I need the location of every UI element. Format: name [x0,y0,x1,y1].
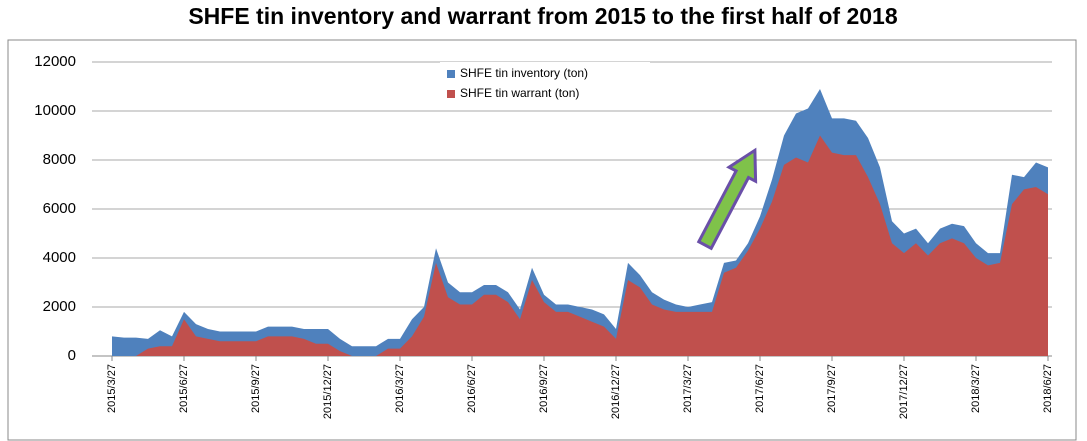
x-tick-label: 2017/6/27 [754,364,766,413]
x-tick-label: 2016/3/27 [394,364,406,413]
legend-swatch [447,90,455,98]
y-tick-label: 12000 [34,53,76,70]
y-tick-label: 0 [68,347,76,364]
legend-label: SHFE tin warrant (ton) [460,86,579,100]
y-tick-label: 4000 [43,249,76,266]
y-tick-label: 8000 [43,151,76,168]
area-series [112,135,1048,356]
x-tick-label: 2017/9/27 [826,364,838,413]
x-tick-label: 2018/6/27 [1042,364,1054,413]
x-tick-label: 2016/9/27 [538,364,550,413]
x-tick-label: 2016/12/27 [610,364,622,419]
x-tick-label: 2017/12/27 [898,364,910,419]
legend-box [440,62,650,110]
legend-label: SHFE tin inventory (ton) [460,66,588,80]
y-tick-label: 2000 [43,298,76,315]
x-tick-label: 2018/3/27 [970,364,982,413]
x-tick-label: 2015/9/27 [250,364,262,413]
legend-swatch [447,70,455,78]
x-tick-label: 2017/3/27 [682,364,694,413]
chart-frame [7,39,1077,441]
x-tick-label: 2015/6/27 [178,364,190,413]
y-tick-label: 6000 [43,200,76,217]
plot-area: 0 2000 4000 6000 8000 10000 12000 2015/3/27 2015… [34,53,1054,419]
x-tick-label: 2015/12/27 [322,364,334,419]
arrow-annotation [696,147,758,251]
x-tick-label: 2016/6/27 [466,364,478,413]
x-tick-label: 2015/3/27 [106,364,118,413]
y-tick-label: 10000 [34,102,76,119]
chart-title: SHFE tin inventory and warrant from 2015… [188,3,898,29]
